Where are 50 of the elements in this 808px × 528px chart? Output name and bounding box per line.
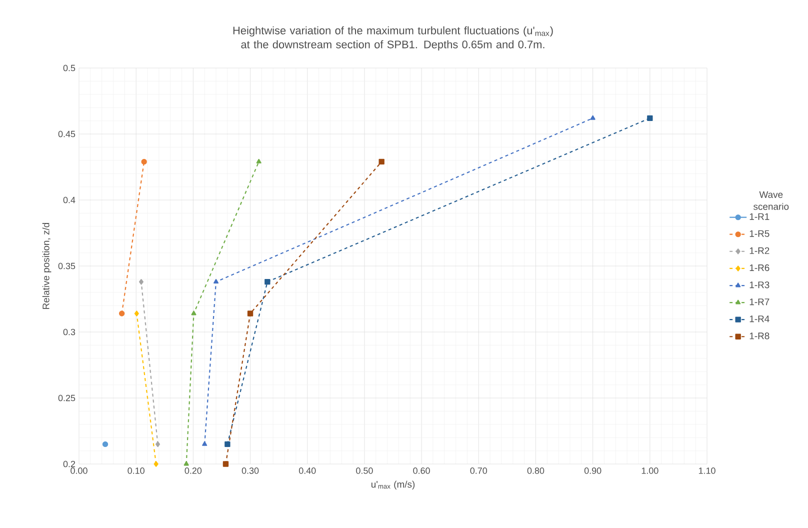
y-tick-label: 0.5	[63, 64, 76, 72]
y-tick-label: 0.3	[63, 328, 76, 336]
legend-title: Wave scenario	[754, 191, 789, 210]
x-tick-label: 0.40	[298, 468, 316, 474]
x-tick-label: 0.80	[527, 468, 544, 474]
x-tick-label: 0.60	[413, 468, 430, 474]
legend-label: 1-R8	[750, 332, 770, 340]
x-tick-label: 0.20	[184, 468, 202, 474]
x-tick-label: 0.10	[128, 468, 144, 474]
point	[141, 158, 147, 165]
legend-label: 1-R5	[750, 230, 770, 237]
chart-title: Heightwise variation of the maximum turbulent fluctuations (u'$_{max}$) at the downstream section of SPB1. Depths 0.65m and 0.7m.	[233, 26, 553, 50]
y-tick-label: 0.25	[58, 394, 76, 402]
point	[378, 158, 384, 165]
point	[134, 310, 139, 316]
point	[191, 310, 196, 316]
point	[222, 461, 229, 467]
y-tick-label: 0.35	[58, 262, 76, 270]
point	[224, 441, 230, 448]
y-tick-label: 0.45	[58, 130, 76, 138]
x-tick-label: 0.00	[70, 468, 88, 474]
y-tick-label: 0.2	[63, 460, 76, 468]
point	[138, 278, 144, 285]
legend-label: 1-R2	[750, 247, 770, 254]
y-axis-title: Relative position, z/d	[42, 222, 52, 309]
y-tick-label: 0.4	[63, 196, 76, 204]
legend-label: 1-R7	[750, 298, 770, 306]
legend-label: 1-R6	[750, 264, 770, 272]
x-tick-label: 0.50	[356, 468, 373, 474]
x-tick-label: 0.90	[584, 468, 602, 474]
point	[184, 461, 189, 466]
legend-label: 1-R1	[750, 213, 770, 220]
point	[247, 310, 254, 316]
point	[590, 115, 596, 120]
legend-label: 1-R4	[750, 316, 770, 322]
point	[202, 441, 208, 446]
point	[256, 158, 262, 164]
point	[156, 441, 160, 448]
point	[213, 278, 219, 284]
point	[118, 310, 125, 316]
point	[154, 461, 158, 467]
x-tick-label: 1.00	[642, 468, 658, 474]
x-axis-title: u'$_{max}$ (m/s)	[371, 480, 415, 490]
legend-label: 1-R3	[750, 281, 770, 288]
x-tick-label: 1.10	[698, 468, 716, 474]
point	[647, 115, 653, 121]
point	[264, 278, 270, 285]
point	[102, 441, 108, 448]
x-tick-label: 0.30	[242, 468, 259, 474]
x-tick-label: 0.70	[470, 468, 488, 474]
